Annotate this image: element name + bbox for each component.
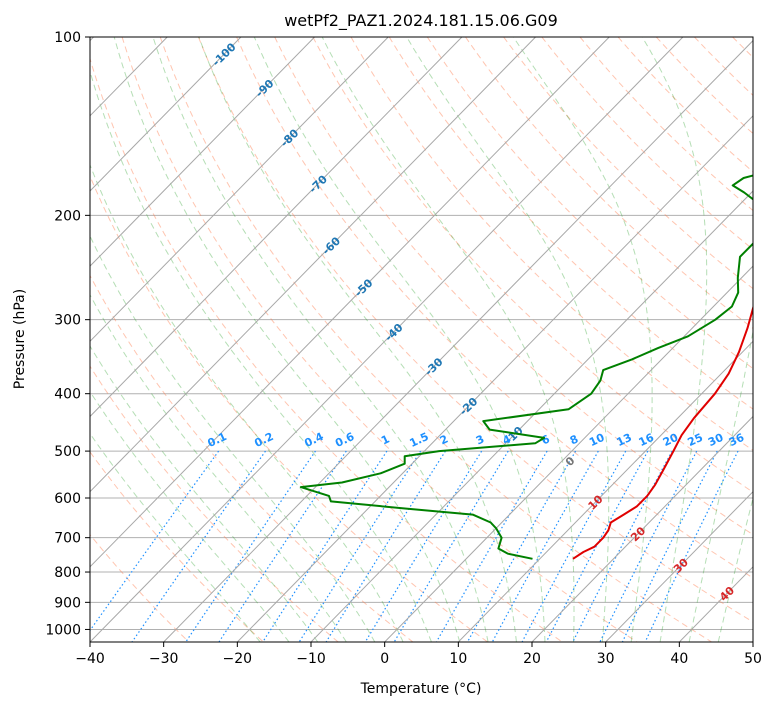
x-tick-label: 30 <box>597 651 615 667</box>
dry-adiabat <box>350 37 753 451</box>
dry-adiabat <box>617 37 753 173</box>
y-tick-label: 500 <box>54 444 81 460</box>
y-tick-label: 800 <box>54 565 81 581</box>
dry-adiabat <box>503 37 753 290</box>
mixing-ratio-line <box>644 450 739 642</box>
x-tick-label: 20 <box>523 651 541 667</box>
moist-adiabat <box>113 37 461 642</box>
moist-adiabat <box>90 390 290 642</box>
series-group <box>299 174 753 560</box>
x-tick-label: −20 <box>223 651 253 667</box>
moist-adiabat <box>512 37 653 642</box>
dry-adiabat <box>197 37 753 623</box>
dry-adiabat <box>90 533 190 642</box>
mixing-ratio-line <box>185 450 316 642</box>
mixing-ratio-line <box>131 450 266 642</box>
isotherm-gridline <box>236 115 753 642</box>
isotherm-gridline <box>90 37 684 642</box>
x-tick-label: 10 <box>449 651 467 667</box>
mixing-ratio-line <box>393 450 509 642</box>
mixing-ratio-labels: 0.1 0.2 0.4 0.6 1 1.5 2 3 4 6 8 10 13 16 20 25 30 36 <box>206 430 747 450</box>
x-tick-label: −40 <box>75 651 105 667</box>
dry-adiabat <box>90 57 563 642</box>
moist-adiabat <box>253 37 546 642</box>
mixing-ratio-line <box>466 450 577 642</box>
plot-frame <box>89 36 754 643</box>
moist-adiabat <box>688 328 753 642</box>
isotherm-gridline <box>90 37 315 267</box>
mixing-ratio-label: 16 <box>637 431 657 449</box>
moist-adiabat <box>406 37 610 642</box>
moist-adiabat <box>90 163 404 642</box>
dry-adiabat <box>159 37 712 642</box>
y-tick-label: 700 <box>54 531 81 547</box>
y-tick-label: 600 <box>54 491 81 507</box>
y-tick-label: 300 <box>54 313 81 329</box>
mixing-ratio-label: 30 <box>706 431 726 449</box>
isotherm-gridline <box>90 37 389 343</box>
x-axis: −40 −30 −20 −10 0 10 20 30 40 50 <box>75 642 762 667</box>
mixing-ratio-line <box>572 450 673 642</box>
isotherm-gridline <box>90 37 242 192</box>
moist-adiabat <box>90 69 432 642</box>
moist-adiabat <box>717 496 753 642</box>
moist-adiabat <box>198 37 517 642</box>
x-tick-label: −30 <box>149 651 179 667</box>
mixing-ratio-label: 13 <box>615 431 634 449</box>
dry-adiabat <box>236 37 753 579</box>
moist-adiabat <box>152 37 489 642</box>
moist-adiabat <box>90 432 261 642</box>
mixing-ratio-line <box>435 450 548 642</box>
y-tick-label: 900 <box>54 595 81 611</box>
moist-adiabat <box>321 37 575 642</box>
dry-adiabat <box>541 37 753 251</box>
isotherm-gridline <box>90 37 610 568</box>
dry-adiabat <box>274 37 753 536</box>
isotherm-gridline <box>163 39 753 642</box>
moist-adiabat <box>90 345 319 642</box>
y-tick-label: 400 <box>54 387 81 403</box>
mixing-ratio-label: 10 <box>587 431 607 449</box>
dry-adiabat <box>426 37 753 370</box>
y-tick-label: 200 <box>54 208 81 224</box>
isotherm-gridline <box>457 340 753 642</box>
isotherm-gridline <box>90 37 463 418</box>
dewpoint-line <box>299 174 753 560</box>
isotherm-gridline <box>531 415 753 642</box>
x-tick-label: −10 <box>296 651 326 667</box>
y-axis-label: Pressure (hPa) <box>12 289 28 389</box>
temperature-line <box>572 304 753 560</box>
moist-adiabat <box>641 37 708 642</box>
x-tick-label: 50 <box>744 651 762 667</box>
mixing-ratio-line <box>491 450 599 642</box>
y-axis: 100 200 300 400 500 600 700 800 900 1000 <box>45 30 90 638</box>
mixing-ratio-line <box>521 450 627 642</box>
isotherm-gridline <box>90 37 536 493</box>
mixing-ratio-label: 25 <box>686 431 705 449</box>
isotherm-gridline <box>605 490 753 642</box>
plot-area: -100-90-80-70-60-50-40-30-20-10102030400… <box>90 37 753 642</box>
chart-title: wetPf2_PAZ1.2024.181.15.06.G09 <box>284 11 558 31</box>
y-tick-label: 1000 <box>45 622 81 638</box>
mixing-ratio-label: 20 <box>661 431 681 449</box>
moist-adiabat <box>90 234 376 642</box>
dry-adiabat <box>388 37 753 410</box>
dry-adiabat <box>90 274 414 642</box>
x-tick-label: 40 <box>670 651 688 667</box>
mixing-ratio-line <box>364 450 483 642</box>
mixing-ratio-label: 36 <box>727 431 747 449</box>
x-axis-label: Temperature (°C) <box>360 681 482 697</box>
mixing-ratio-line <box>325 450 446 642</box>
x-tick-label: 0 <box>380 651 389 667</box>
dry-adiabat <box>90 174 488 642</box>
dry-adiabat <box>90 451 264 642</box>
mixing-ratio-line <box>298 450 422 642</box>
isotherm-gridline <box>310 190 753 642</box>
background-lines <box>90 37 753 642</box>
y-tick-label: 100 <box>54 30 81 46</box>
moist-adiabat <box>90 293 347 642</box>
